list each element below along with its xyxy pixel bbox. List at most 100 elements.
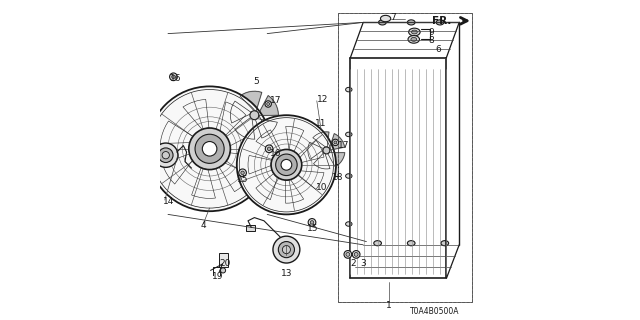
Text: 17: 17 xyxy=(270,96,282,105)
Circle shape xyxy=(159,148,173,163)
Circle shape xyxy=(202,141,217,156)
Circle shape xyxy=(310,221,314,224)
Text: 17: 17 xyxy=(338,141,349,150)
Ellipse shape xyxy=(346,222,352,226)
Circle shape xyxy=(162,152,170,159)
Circle shape xyxy=(265,101,271,107)
Polygon shape xyxy=(300,140,324,163)
Text: 5: 5 xyxy=(254,77,259,86)
Circle shape xyxy=(268,147,271,150)
Circle shape xyxy=(323,147,330,154)
Polygon shape xyxy=(330,133,345,150)
Ellipse shape xyxy=(374,241,381,246)
Text: 16: 16 xyxy=(170,74,182,83)
Polygon shape xyxy=(255,119,277,138)
Text: 15: 15 xyxy=(307,224,319,233)
Ellipse shape xyxy=(346,174,352,178)
Circle shape xyxy=(346,252,349,256)
Ellipse shape xyxy=(408,241,415,246)
Text: 18: 18 xyxy=(332,173,344,182)
Ellipse shape xyxy=(408,20,415,25)
Text: T0A4B0500A: T0A4B0500A xyxy=(410,308,459,316)
Text: 9: 9 xyxy=(429,28,435,36)
Text: 13: 13 xyxy=(281,269,292,278)
Text: 20: 20 xyxy=(219,260,230,268)
Circle shape xyxy=(282,245,291,254)
Circle shape xyxy=(266,145,273,153)
Polygon shape xyxy=(183,99,209,129)
Polygon shape xyxy=(191,168,216,198)
Text: 12: 12 xyxy=(317,95,328,104)
Text: 1: 1 xyxy=(386,301,392,310)
Polygon shape xyxy=(230,132,259,156)
Ellipse shape xyxy=(409,28,420,36)
Ellipse shape xyxy=(408,36,420,43)
Polygon shape xyxy=(285,180,303,203)
Polygon shape xyxy=(314,153,330,169)
Circle shape xyxy=(281,159,292,170)
Polygon shape xyxy=(285,126,304,151)
Circle shape xyxy=(237,115,336,214)
Circle shape xyxy=(241,171,244,174)
Ellipse shape xyxy=(346,87,352,92)
Circle shape xyxy=(355,252,358,256)
Ellipse shape xyxy=(441,241,449,246)
Bar xyxy=(319,169,326,183)
Ellipse shape xyxy=(411,37,417,41)
Circle shape xyxy=(332,139,339,146)
Circle shape xyxy=(267,102,269,106)
Circle shape xyxy=(276,154,297,176)
Polygon shape xyxy=(313,132,329,147)
Bar xyxy=(338,13,472,302)
Circle shape xyxy=(154,143,178,167)
Text: 11: 11 xyxy=(315,119,326,128)
Text: 2: 2 xyxy=(351,260,356,268)
Circle shape xyxy=(334,141,337,144)
Polygon shape xyxy=(308,142,323,159)
Circle shape xyxy=(147,86,272,211)
Text: 6: 6 xyxy=(435,45,441,54)
Text: 7: 7 xyxy=(390,13,396,22)
Circle shape xyxy=(273,236,300,263)
Polygon shape xyxy=(235,117,255,139)
Polygon shape xyxy=(160,121,193,143)
Circle shape xyxy=(189,128,230,170)
Circle shape xyxy=(220,268,226,273)
Bar xyxy=(219,253,228,267)
Circle shape xyxy=(308,219,316,226)
Circle shape xyxy=(239,169,246,177)
Polygon shape xyxy=(220,102,246,135)
Polygon shape xyxy=(259,96,278,116)
Circle shape xyxy=(172,75,175,78)
Text: FR.: FR. xyxy=(433,16,452,26)
Text: 3: 3 xyxy=(360,260,365,268)
Text: 15: 15 xyxy=(237,175,248,184)
Polygon shape xyxy=(256,173,277,200)
Circle shape xyxy=(278,242,294,258)
Polygon shape xyxy=(256,130,281,153)
Circle shape xyxy=(271,149,302,180)
Polygon shape xyxy=(298,171,324,189)
Bar xyxy=(333,164,338,176)
Circle shape xyxy=(344,251,352,258)
Circle shape xyxy=(170,73,177,81)
Polygon shape xyxy=(248,156,272,174)
Text: 19: 19 xyxy=(212,272,223,281)
Polygon shape xyxy=(328,153,345,167)
Bar xyxy=(246,225,255,231)
Text: 16: 16 xyxy=(270,149,282,158)
Text: 4: 4 xyxy=(200,221,206,230)
Text: 10: 10 xyxy=(316,183,327,192)
Ellipse shape xyxy=(436,20,444,25)
Circle shape xyxy=(250,111,259,120)
Ellipse shape xyxy=(380,15,390,22)
Text: 8: 8 xyxy=(429,36,435,44)
Polygon shape xyxy=(219,163,252,192)
Polygon shape xyxy=(163,154,193,184)
Ellipse shape xyxy=(412,30,417,34)
Ellipse shape xyxy=(379,20,387,25)
Circle shape xyxy=(195,134,224,163)
Circle shape xyxy=(352,251,360,258)
Polygon shape xyxy=(240,91,262,111)
Text: 14: 14 xyxy=(163,197,174,206)
